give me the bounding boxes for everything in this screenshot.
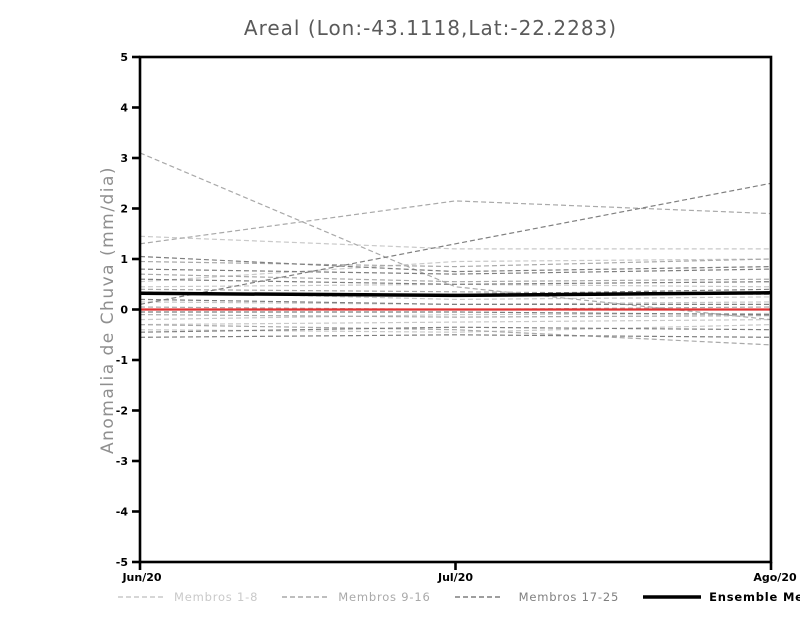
- member-line-group-2: [139, 200, 772, 245]
- member-line-group-3: [139, 182, 772, 305]
- legend-label: Ensemble Mean: [709, 590, 800, 604]
- member-line-group-2: [139, 288, 772, 295]
- member-line-group-2: [139, 273, 772, 283]
- y-tick-label: 5: [120, 51, 128, 64]
- y-tick-label: -3: [116, 455, 128, 468]
- member-line-group-3: [139, 298, 771, 305]
- y-tick-label: 2: [120, 203, 128, 216]
- member-line-group-1: [139, 235, 771, 250]
- y-tick-label: 1: [120, 253, 128, 266]
- member-line-group-2: [139, 314, 772, 318]
- member-line-group-1: [139, 312, 772, 321]
- member-line-group-3: [139, 255, 772, 273]
- dashed-line-swatch: [282, 596, 331, 598]
- y-tick-label: -2: [116, 405, 128, 418]
- legend-label: Membros 17-25: [518, 590, 620, 604]
- y-tick-label: 0: [120, 304, 128, 317]
- dashed-line-swatch: [454, 596, 503, 598]
- member-line-group-1: [139, 319, 772, 326]
- member-line-group-1: [139, 258, 772, 283]
- member-line-group-3: [139, 334, 772, 338]
- legend: Membros 1-8 Membros 9-16 Membros 17-25 E…: [118, 590, 800, 604]
- y-tick-label: -4: [116, 506, 129, 519]
- member-line-group-3: [140, 311, 772, 316]
- legend-label: Membros 9-16: [338, 590, 431, 604]
- legend-item-membros-9-16: Membros 9-16: [282, 590, 430, 604]
- x-tick-label: Ago/20: [753, 571, 797, 584]
- x-tick-label: Jun/20: [121, 571, 161, 584]
- legend-item-membros-17-25: Membros 17-25: [454, 590, 620, 604]
- dashed-line-swatch: [118, 596, 166, 598]
- member-line-group-3: [139, 326, 772, 333]
- y-tick-label: 3: [120, 152, 128, 165]
- member-line-group-3: [139, 278, 772, 285]
- y-tick-label: -5: [116, 556, 128, 569]
- legend-label: Membros 1-8: [174, 590, 259, 604]
- x-tick-label: Jul/20: [437, 571, 473, 584]
- member-line-group-2: [139, 258, 772, 268]
- member-line-group-3: [139, 268, 772, 275]
- legend-item-ensemble-mean: Ensemble Mean: [643, 590, 800, 604]
- chart-title: Areal (Lon:-43.1118,Lat:-22.2283): [243, 16, 618, 40]
- solid-line-swatch: [643, 595, 702, 599]
- y-tick-label: 4: [120, 102, 128, 115]
- legend-item-membros-1-8: Membros 1-8: [118, 590, 258, 604]
- y-tick-label: -1: [116, 354, 128, 367]
- member-line-group-2: [139, 324, 772, 346]
- ensemble-mean-line: [139, 291, 772, 298]
